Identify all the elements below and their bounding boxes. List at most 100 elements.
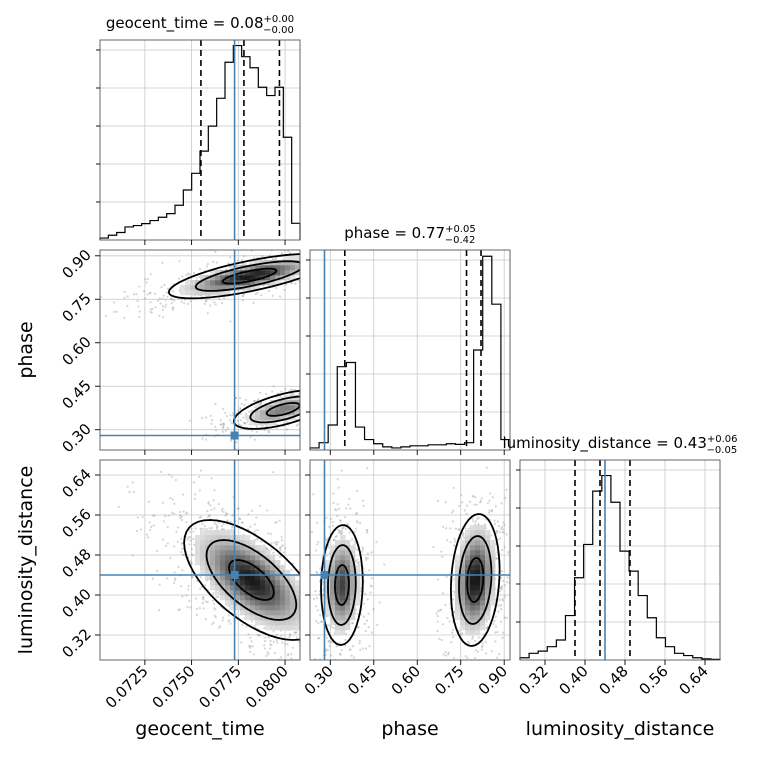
panel-geocent-time-vs-phase-sample [303,404,305,406]
panel-phase-vs-luminosity-distance-density-cell [480,595,486,601]
panel-geocent-time-vs-luminosity-distance-density-cell [225,530,231,536]
panel-geocent-time-vs-luminosity-distance-density-cell [235,545,241,551]
panel-phase-vs-luminosity-distance-sample [503,595,506,598]
panel-geocent-time-vs-luminosity-distance-sample [286,654,289,657]
panel-phase-vs-luminosity-distance-xtick-label-3: 0.75 [431,662,467,698]
panel-phase-vs-luminosity-distance-sample [486,502,489,505]
panel-phase-vs-luminosity-distance-density-cell [480,590,486,596]
panel-geocent-time-vs-luminosity-distance-sample [303,579,305,581]
panel-phase-vs-luminosity-distance-sample [343,516,346,519]
panel-phase-vs-luminosity-distance-density-cell [350,610,356,616]
panel-geocent-time-vs-phase-density-cell [285,255,291,261]
panel-geocent-time-vs-luminosity-distance-density-cell [215,550,221,556]
panel-phase-vs-luminosity-distance-density-cell [335,590,341,596]
panel-geocent-time-vs-luminosity-distance-sample [306,630,308,632]
panel-geocent-time-vs-phase-sample [154,306,157,309]
panel-geocent-time-vs-phase-sample [281,251,284,255]
panel-phase-vs-luminosity-distance-density-cell [465,625,471,631]
panel-geocent-time-vs-luminosity-distance-density-cell [255,620,261,626]
panel-phase-vs-luminosity-distance-density-cell [455,605,461,611]
panel-phase-vs-luminosity-distance-sample [473,656,477,660]
panel-geocent-time-vs-phase-sample [142,290,146,293]
hist-geocent-time-frame [99,39,301,241]
panel-phase-vs-luminosity-distance-density-cell [470,575,476,581]
panel-phase-vs-luminosity-distance-density-cell [355,595,361,601]
panel-geocent-time-vs-luminosity-distance-density-cell [265,605,271,611]
panel-phase-vs-luminosity-distance-sample [450,511,453,514]
panel-geocent-time-vs-phase-density-cell [185,280,191,286]
panel-geocent-time-vs-phase-sample [133,293,136,296]
panel-phase-vs-luminosity-distance-sample [368,568,371,572]
panel-phase-vs-luminosity-distance-sample [490,534,493,537]
panel-phase-vs-luminosity-distance-density-cell [485,595,491,601]
panel-geocent-time-vs-luminosity-distance-sample [229,520,232,524]
panel-phase-vs-luminosity-distance-density-cell [460,545,466,551]
panel-phase-vs-luminosity-distance-density-cell [455,555,461,561]
panel-geocent-time-vs-luminosity-distance-density-cell [285,595,291,601]
panel-geocent-time-vs-luminosity-distance-density-cell [290,585,296,591]
panel-phase-vs-luminosity-distance-sample [335,534,338,538]
panel-geocent-time-vs-luminosity-distance-density-cell [260,575,266,581]
panel-geocent-time-vs-luminosity-distance-sample [259,540,263,543]
panel-geocent-time-vs-luminosity-distance-sample [192,537,195,541]
panel-geocent-time-vs-luminosity-distance-density-cell [270,555,276,561]
panel-geocent-time-vs-luminosity-distance-sample [301,623,303,625]
panel-geocent-time-vs-luminosity-distance-density-cell [225,540,231,546]
panel-phase-vs-luminosity-distance-density-cell [350,615,356,621]
panel-phase-vs-luminosity-distance-sample [306,547,308,549]
panel-geocent-time-vs-phase-sample [149,301,152,304]
panel-geocent-time-vs-phase-sample [170,302,174,305]
panel-phase-vs-luminosity-distance-density-cell [460,615,466,621]
panel-geocent-time-vs-phase-sample [165,291,168,294]
panel-geocent-time-vs-luminosity-distance-sample [265,654,268,658]
panel-phase-vs-luminosity-distance-sample [343,644,347,647]
panel-phase-vs-luminosity-distance-sample [461,632,464,635]
panel-geocent-time-vs-luminosity-distance-density-cell [285,605,291,611]
panel-geocent-time-vs-luminosity-distance-density-cell [210,555,216,561]
panel-phase-vs-luminosity-distance-sample [495,530,498,533]
panel-phase-vs-luminosity-distance-sample [330,517,333,520]
panel-geocent-time-vs-phase-ytick-label-0: 0.30 [58,420,94,456]
panel-geocent-time-vs-luminosity-distance-density-cell [235,605,241,611]
panel-phase-vs-luminosity-distance-density-cell [325,600,331,606]
panel-geocent-time-vs-luminosity-distance-sample [269,532,273,536]
panel-phase-vs-luminosity-distance-sample [477,669,479,671]
panel-phase-vs-luminosity-distance-sample [453,540,457,543]
panel-geocent-time-vs-phase-sample [169,297,172,300]
panel-phase-vs-luminosity-distance-sample [441,592,445,595]
panel-phase-vs-luminosity-distance-sample [337,531,341,534]
panel-geocent-time-vs-luminosity-distance-sample [222,510,225,514]
panel-phase-vs-luminosity-distance-density-cell [485,590,491,596]
panel-geocent-time-vs-phase-density-cell [275,405,281,411]
panel-geocent-time-vs-luminosity-distance-density-cell [250,575,256,581]
panel-geocent-time-vs-phase-sample [201,437,204,440]
panel-geocent-time-vs-luminosity-distance-sample [189,539,192,542]
panel-geocent-time-vs-luminosity-distance-density-cell [195,535,201,541]
panel-geocent-time-vs-phase-sample [229,414,232,417]
panel-phase-vs-luminosity-distance-sample [494,505,497,508]
panel-phase-vs-luminosity-distance-density-cell [470,585,476,591]
panel-geocent-time-vs-luminosity-distance-density-cell [195,550,201,556]
panel-geocent-time-vs-luminosity-distance-sample [227,614,230,617]
panel-geocent-time-vs-phase-density-cell [255,285,261,291]
panel-geocent-time-vs-phase-sample [137,305,140,308]
panel-geocent-time-vs-phase-sample [189,300,192,303]
panel-phase-vs-luminosity-distance-sample [352,656,356,659]
panel-geocent-time-vs-luminosity-distance-sample [201,596,205,599]
panel-phase-vs-luminosity-distance-sample [315,620,318,623]
panel-geocent-time-vs-phase-sample [301,401,303,403]
panel-phase-vs-luminosity-distance-density-cell [340,630,346,636]
panel-geocent-time-vs-luminosity-distance-density-cell [295,625,300,631]
panel-phase-vs-luminosity-distance-sample [485,652,488,655]
panel-geocent-time-vs-phase-density-cell [180,290,186,296]
panel-geocent-time-vs-phase-sample [177,277,181,280]
panel-geocent-time-vs-luminosity-distance-sample [215,526,219,529]
panel-geocent-time-vs-luminosity-distance-sample [287,653,290,656]
panel-geocent-time-vs-phase-sample [145,281,148,284]
panel-geocent-time-vs-luminosity-distance-sample [185,512,188,515]
panel-geocent-time-vs-phase-sample [243,403,246,406]
panel-phase-vs-luminosity-distance-sample [344,632,348,635]
panel-geocent-time-vs-phase-sample [171,290,174,293]
panel-phase-vs-luminosity-distance-sample [350,538,354,541]
panel-geocent-time-vs-luminosity-distance-density-cell [245,615,251,621]
